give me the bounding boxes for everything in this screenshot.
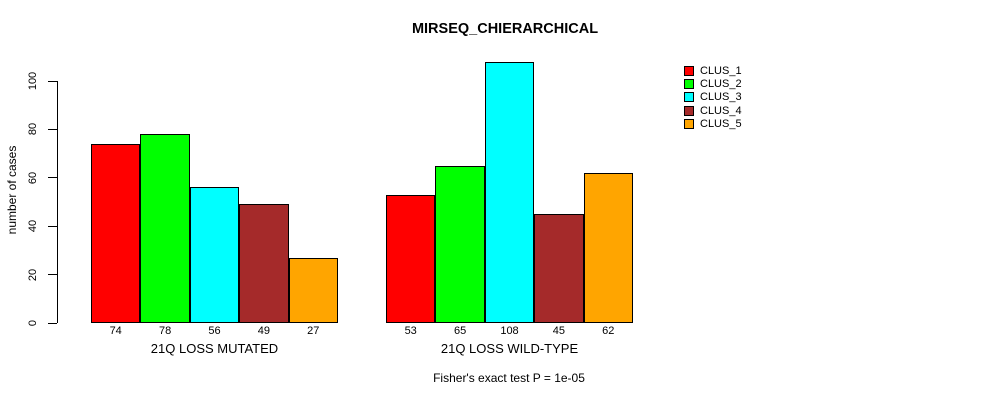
y-tick-label: 60 — [27, 171, 39, 184]
legend-label: CLUS_3 — [700, 91, 742, 104]
y-tick-mark — [48, 274, 57, 276]
bar-value-label: 62 — [602, 325, 615, 337]
bar-value-label: 78 — [158, 325, 172, 337]
bar-value-label: 74 — [109, 325, 122, 337]
y-tick-label: 40 — [27, 220, 39, 233]
bar-value-label: 27 — [307, 325, 320, 337]
bar-clus_5-group1 — [288, 257, 338, 323]
legend-label: CLUS_2 — [700, 78, 742, 91]
legend-label: CLUS_4 — [700, 104, 742, 117]
y-tick-label: 20 — [27, 268, 39, 281]
y-tick-mark — [48, 177, 57, 179]
y-tick-mark — [48, 128, 57, 130]
y-tick-label: 100 — [27, 71, 39, 91]
legend-row: CLUS_4 — [684, 104, 742, 117]
bar-value-label: 45 — [552, 325, 566, 337]
legend-row: CLUS_5 — [684, 118, 742, 131]
legend-swatch — [684, 79, 694, 90]
legend-row: CLUS_1 — [684, 64, 742, 77]
bar-value-label: 65 — [453, 325, 467, 337]
y-axis-line — [57, 81, 58, 323]
bar-clus_1-group2 — [386, 194, 436, 323]
chart-title: MIRSEQ_CHIERARCHICAL — [411, 21, 599, 37]
y-tick-mark — [48, 322, 57, 324]
footnote: Fisher's exact test P = 1e-05 — [433, 371, 585, 385]
legend-swatch — [684, 65, 694, 76]
group-label: 21Q LOSS MUTATED — [150, 341, 279, 356]
y-tick-mark — [48, 80, 57, 82]
bar-clus_3-group2 — [484, 61, 535, 323]
legend-swatch — [684, 119, 694, 130]
y-tick-mark — [48, 225, 57, 227]
bar-value-label: 49 — [257, 325, 271, 337]
y-tick-label: 0 — [27, 319, 39, 327]
bar-clus_5-group2 — [583, 172, 633, 323]
y-tick-label: 80 — [27, 123, 39, 136]
legend-row: CLUS_3 — [684, 91, 742, 104]
legend-label: CLUS_5 — [700, 118, 742, 131]
bar-value-label: 108 — [500, 325, 519, 337]
legend: CLUS_1 CLUS_2 CLUS_3 CLUS_4 CLUS_5 — [684, 64, 742, 131]
bar-clus_2-group1 — [140, 134, 190, 323]
bar-value-label: 56 — [208, 325, 221, 337]
bar-clus_1-group1 — [91, 143, 141, 323]
legend-label: CLUS_1 — [700, 64, 742, 77]
group-label: 21Q LOSS WILD-TYPE — [440, 341, 579, 356]
bar-clus_4-group2 — [534, 214, 584, 323]
bar-clus_3-group1 — [189, 187, 240, 323]
bar-value-label: 53 — [404, 325, 417, 337]
y-axis-label: number of cases — [5, 145, 19, 235]
legend-row: CLUS_2 — [684, 77, 742, 90]
legend-swatch — [684, 105, 694, 116]
bar-clus_4-group1 — [239, 204, 289, 323]
bar-clus_2-group2 — [435, 165, 485, 323]
legend-swatch — [684, 92, 694, 103]
